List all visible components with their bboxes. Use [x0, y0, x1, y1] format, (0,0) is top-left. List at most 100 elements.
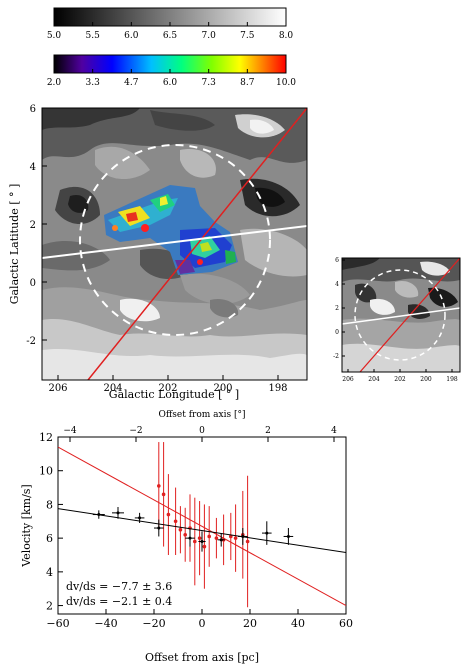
small-xtick-label: 198	[446, 376, 458, 383]
plot-top-tick-label: −2	[129, 426, 142, 436]
plot-xtick-label: 60	[339, 617, 353, 630]
region-circle	[79, 144, 271, 336]
colorbar-tick-label: 10.0	[276, 78, 296, 88]
plot-top-tick-label: 2	[265, 426, 271, 436]
velocity-plot-marks	[58, 442, 346, 608]
red-data-point	[233, 536, 238, 540]
colorbar-tick-label: 7.0	[202, 31, 217, 41]
main-ytick-label: 6	[30, 104, 36, 115]
small-xtick-label: 206	[342, 376, 354, 383]
colorbar-tick-label: 5.0	[47, 31, 62, 41]
black-fit-line	[58, 508, 346, 553]
small-white-axis-line	[342, 307, 460, 325]
black-data-point	[188, 536, 192, 540]
red-data-point	[166, 512, 171, 517]
colorbar-tick-label: 7.3	[202, 78, 217, 88]
main-xtick-label: 198	[268, 383, 287, 394]
main-ytick-label: 0	[30, 278, 36, 289]
plot-ytick-label: 4	[46, 566, 53, 579]
plot-xtick-label: −40	[94, 617, 117, 630]
main-map: 206 204 202 200 198 6 4 2 0 -2 Galactic Longitude…	[8, 104, 308, 401]
plot-ytick-label: 8	[46, 498, 53, 511]
grayscale-colorbar-ticks: 5.0 5.5 6.0 6.5 7.0 7.5 8.0	[47, 22, 294, 41]
plot-top-tick-label: 0	[199, 426, 205, 436]
plot-ytick-label: 12	[39, 431, 53, 444]
plot-ytick-label: 6	[46, 532, 53, 545]
colorbar-tick-label: 6.0	[163, 78, 178, 88]
colorbar-tick-label: 5.5	[86, 31, 101, 41]
black-data-point	[219, 538, 223, 542]
plot-ytick-label: 2	[46, 600, 53, 613]
plot-top-tick-label: −4	[63, 426, 77, 436]
colorbar-tick-label: 8.7	[240, 78, 255, 88]
main-ytick-label: 2	[30, 220, 36, 231]
black-data-point	[200, 540, 204, 544]
plot-xtick-label: 40	[291, 617, 305, 630]
main-xtick-label: 206	[48, 383, 67, 394]
black-data-point	[241, 534, 245, 538]
black-data-point	[157, 526, 161, 530]
red-data-point	[161, 492, 166, 497]
black-fit-annotation: dv/ds = −2.1 ± 0.4	[66, 595, 172, 608]
main-map-image	[42, 108, 307, 380]
velocity-plot-frame	[57, 436, 347, 615]
red-data-point	[183, 532, 187, 537]
main-xtick-label: 200	[213, 383, 232, 394]
red-axis-line	[87, 108, 307, 380]
red-data-point	[157, 484, 161, 488]
main-map-frame	[41, 107, 308, 381]
small-map-ticks: 206 204 202 200 198 6 4 2 0 -2	[333, 257, 458, 383]
red-fit-line	[58, 446, 346, 607]
small-xtick-label: 202	[394, 376, 406, 383]
plot-ytick-label: 10	[39, 465, 53, 478]
red-data-point	[197, 536, 202, 540]
small-map-frame	[341, 257, 461, 373]
main-ytick-label: -2	[26, 336, 36, 347]
main-map-ticks: 206 204 202 200 198 6 4 2 0 -2	[26, 104, 287, 394]
plot-xtick-label: 20	[243, 617, 257, 630]
main-map-ylabel: Galactic Latitude [ ° ]	[8, 184, 21, 305]
red-data-point	[245, 539, 250, 544]
main-xtick-label: 204	[103, 383, 122, 394]
red-data-point	[173, 519, 178, 524]
small-ytick-label: -2	[333, 353, 339, 360]
red-data-point	[214, 536, 219, 540]
small-ytick-label: 4	[335, 281, 339, 288]
colorbar-tick-label: 6.5	[163, 31, 178, 41]
main-xtick-label: 202	[158, 383, 177, 394]
small-xtick-label: 200	[420, 376, 432, 383]
black-data-point	[97, 513, 101, 517]
velocity-plot-ylabel: Velocity [km/s]	[20, 484, 33, 567]
colorbar-tick-label: 4.7	[124, 78, 139, 88]
black-data-point	[138, 516, 142, 520]
color-colorbar: 2.0 3.3 4.7 6.0 7.3 8.7 10.0	[47, 54, 296, 88]
colorbar-tick-label: 6.0	[124, 31, 139, 41]
plot-top-tick-label: 4	[331, 426, 337, 436]
black-data-point	[286, 534, 290, 538]
colorbar-tick-label: 2.0	[47, 78, 62, 88]
small-ytick-label: 0	[335, 329, 339, 336]
velocity-data-region	[104, 185, 238, 275]
red-data-point	[202, 544, 207, 549]
grayscale-colorbar: 5.0 5.5 6.0 6.5 7.0 7.5 8.0	[47, 7, 294, 41]
red-fit-annotation: dv/ds = −7.7 ± 3.6	[66, 580, 172, 593]
colorbar-tick-label: 3.3	[86, 78, 101, 88]
small-region-circle	[354, 269, 446, 361]
colorbar-tick-label: 8.0	[279, 31, 294, 41]
main-map-xlabel: Galactic Longitude [ ° ]	[109, 388, 239, 401]
plot-xtick-label: −60	[46, 617, 69, 630]
small-ytick-label: 2	[335, 305, 339, 312]
plot-xtick-label: −20	[142, 617, 165, 630]
small-ytick-label: 6	[335, 257, 339, 264]
colorbar-tick-label: 7.5	[240, 31, 255, 41]
small-xtick-label: 204	[368, 376, 380, 383]
red-data-point	[193, 539, 197, 544]
red-data-point	[178, 527, 183, 532]
white-axis-line	[42, 225, 307, 259]
small-map-image	[342, 258, 460, 372]
velocity-plot-xlabel: Offset from axis [pc]	[145, 651, 259, 664]
black-data-point	[265, 531, 269, 535]
